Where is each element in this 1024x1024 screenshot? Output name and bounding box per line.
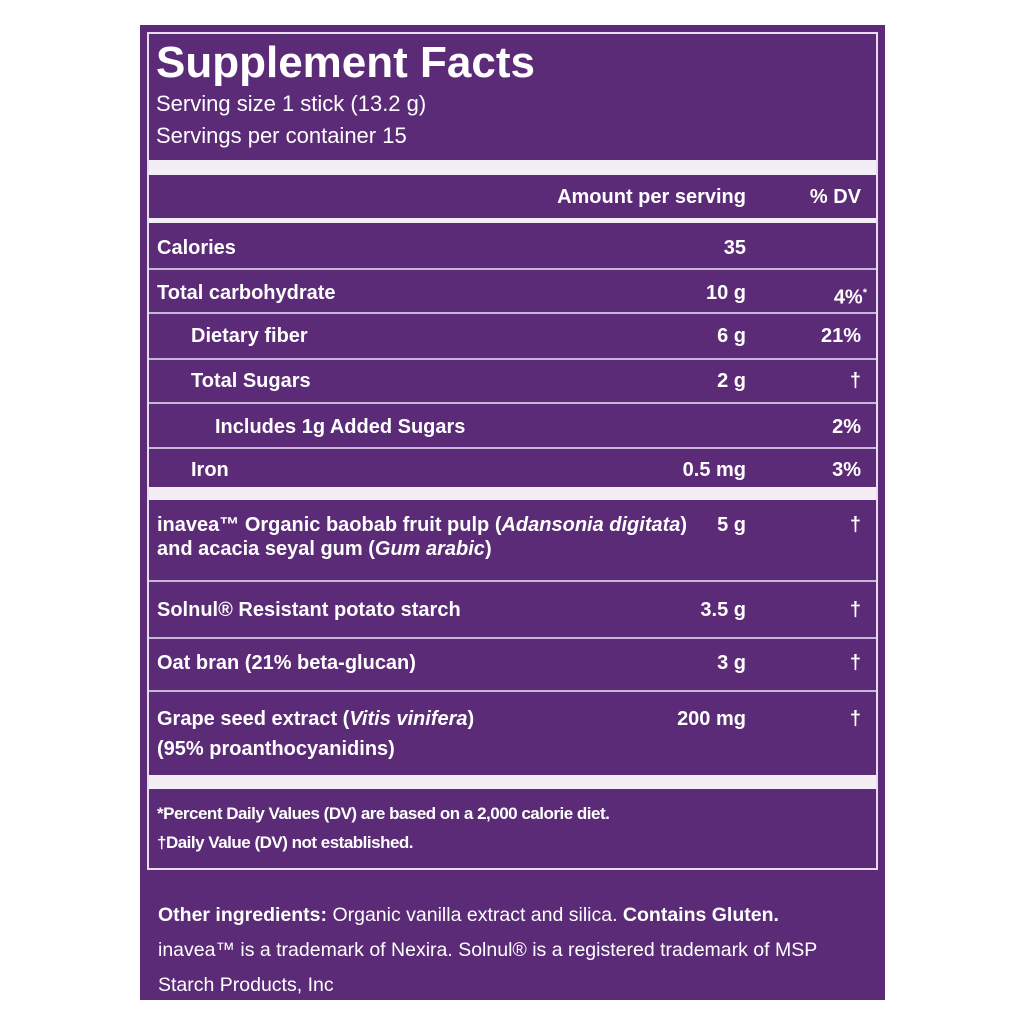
row-dv: 4%*	[834, 281, 867, 310]
dv-note: *	[862, 287, 867, 299]
text: Contains Gluten.	[622, 904, 779, 926]
facts-box: Supplement Facts Serving size 1 stick (1…	[147, 32, 878, 870]
thick-rule	[149, 487, 876, 500]
rule	[149, 312, 876, 314]
dv: 4%	[833, 286, 863, 309]
row-name: Oat bran (21% beta-glucan)	[157, 652, 416, 674]
row-amount: 35	[723, 237, 746, 259]
row-dv: †	[849, 514, 861, 536]
label: Other ingredients:	[158, 904, 328, 926]
row-amount: 2 g	[717, 370, 746, 392]
row-dv: †	[849, 599, 861, 621]
text: Organic vanilla extract and silica.	[327, 904, 623, 926]
text: (95% proanthocyanidins)	[157, 738, 395, 760]
row-dv: 21%	[820, 325, 861, 347]
text: Adansonia digitata	[501, 514, 681, 536]
row-amount: 3 g	[717, 652, 746, 674]
row-dv: †	[849, 708, 861, 730]
row-amount: 10 g	[705, 282, 746, 304]
text: inavea™ Organic baobab fruit pulp (	[157, 514, 502, 536]
rule	[149, 218, 876, 223]
text: )	[680, 514, 688, 536]
text: inavea™ is a trademark of Nexira. Solnul…	[158, 939, 817, 996]
row-amount: 6 g	[717, 325, 746, 347]
row-dv: †	[849, 652, 861, 674]
row-name: Iron	[191, 459, 229, 481]
text: )	[484, 538, 492, 560]
row-name: Total carbohydrate	[157, 282, 336, 304]
row-name: Dietary fiber	[191, 325, 308, 347]
rule	[149, 690, 876, 692]
title: Supplement Facts	[156, 38, 535, 87]
text: Grape seed extract (	[157, 708, 350, 730]
column-header: % DV	[809, 186, 861, 208]
text: Vitis vinifera	[349, 708, 468, 730]
rule	[149, 580, 876, 582]
supplement-panel: Supplement Facts Serving size 1 stick (1…	[140, 25, 885, 1000]
text: )	[467, 708, 475, 730]
row-name: Total Sugars	[191, 370, 311, 392]
rule	[149, 402, 876, 404]
row-name: Solnul® Resistant potato starch	[157, 599, 461, 621]
footnote: *Percent Daily Values (DV) are based on …	[157, 804, 610, 823]
row-amount: 200 mg	[677, 708, 746, 730]
rule	[149, 447, 876, 449]
row-name: Grape seed extract (Vitis vinifera) (95% …	[157, 704, 474, 764]
text: and acacia seyal gum (	[157, 538, 375, 560]
row-amount: 0.5 mg	[682, 459, 746, 481]
rule	[149, 358, 876, 360]
thick-rule	[149, 160, 876, 175]
row-name: Includes 1g Added Sugars	[215, 416, 466, 438]
row-dv: 2%	[832, 416, 861, 438]
column-header: Amount per serving	[557, 186, 746, 208]
other-ingredients: Other ingredients: Organic vanilla extra…	[158, 898, 858, 1003]
footnote: †Daily Value (DV) not established.	[157, 833, 414, 852]
row-amount: 5 g	[717, 514, 746, 536]
rule	[149, 637, 876, 639]
text: Gum arabic	[374, 538, 485, 560]
row-dv: †	[849, 370, 861, 392]
thick-rule	[149, 775, 876, 789]
row-name: inavea™ Organic baobab fruit pulp (Adans…	[157, 513, 687, 561]
row-name: Calories	[157, 237, 236, 259]
row-dv: 3%	[832, 459, 861, 481]
row-amount: 3.5 g	[700, 599, 746, 621]
serving-size: Serving size 1 stick (13.2 g)	[156, 91, 427, 116]
servings: Servings per container 15	[156, 123, 407, 148]
rule	[149, 268, 876, 270]
